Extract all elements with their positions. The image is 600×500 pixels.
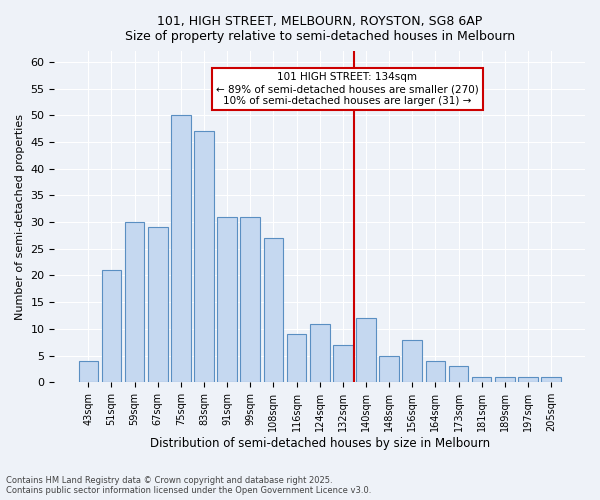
Bar [425,361,445,382]
Bar [541,377,561,382]
Text: 101 HIGH STREET: 134sqm
← 89% of semi-detached houses are smaller (270)
10% of s: 101 HIGH STREET: 134sqm ← 89% of semi-de… [216,72,479,106]
Bar [263,238,283,382]
Bar [171,115,191,382]
Bar [310,324,329,382]
Bar [449,366,469,382]
Bar [403,340,422,382]
Bar [287,334,307,382]
Bar [241,216,260,382]
Y-axis label: Number of semi-detached properties: Number of semi-detached properties [15,114,25,320]
Bar [125,222,145,382]
Bar [518,377,538,382]
Bar [495,377,515,382]
Title: 101, HIGH STREET, MELBOURN, ROYSTON, SG8 6AP
Size of property relative to semi-d: 101, HIGH STREET, MELBOURN, ROYSTON, SG8… [125,15,515,43]
Bar [333,345,353,383]
Bar [79,361,98,382]
Bar [356,318,376,382]
Bar [148,228,167,382]
Text: Contains HM Land Registry data © Crown copyright and database right 2025.
Contai: Contains HM Land Registry data © Crown c… [6,476,371,495]
Bar [101,270,121,382]
Bar [217,216,237,382]
Bar [472,377,491,382]
X-axis label: Distribution of semi-detached houses by size in Melbourn: Distribution of semi-detached houses by … [149,437,490,450]
Bar [194,131,214,382]
Bar [379,356,399,382]
